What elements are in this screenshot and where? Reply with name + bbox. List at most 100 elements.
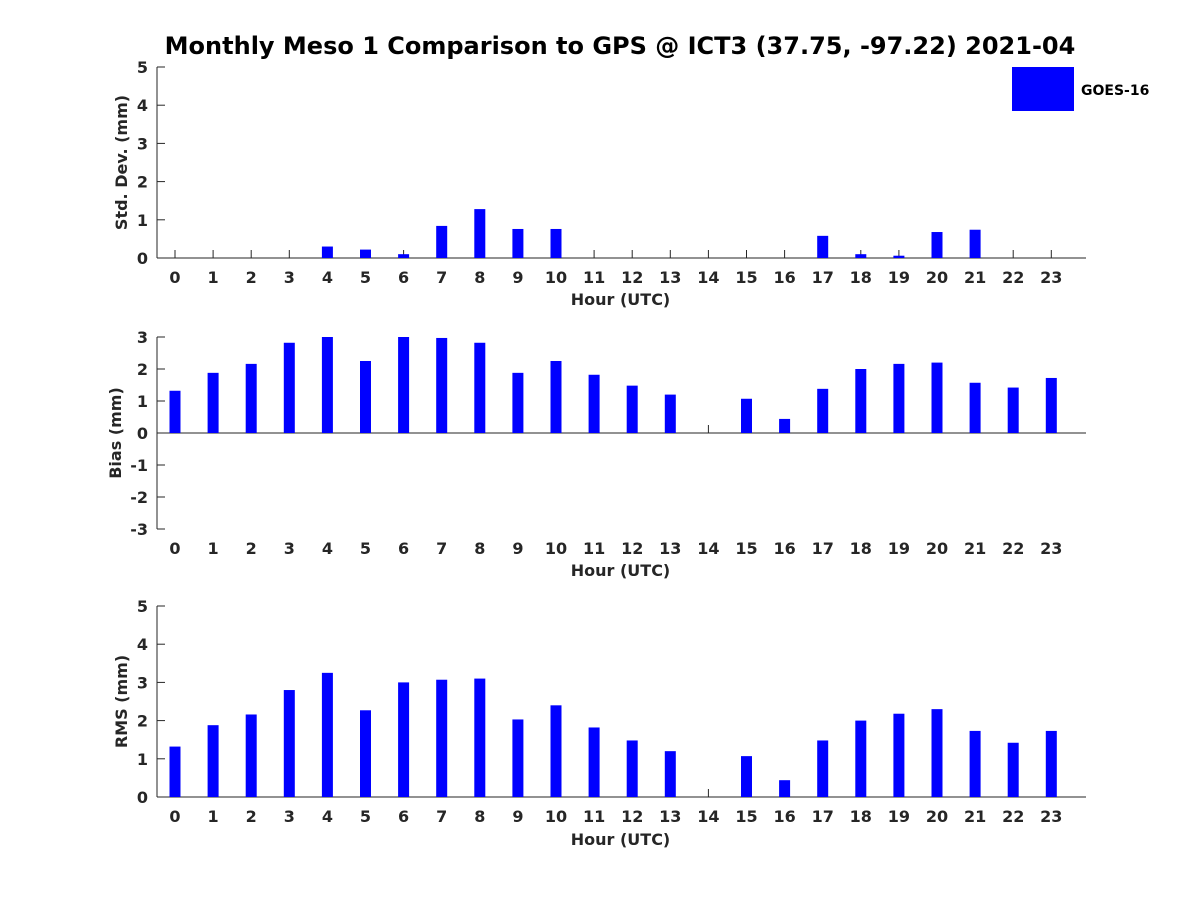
x-tick-label: 17: [812, 807, 834, 826]
y-tick-label: 3: [137, 134, 148, 153]
bar-hour-23: [1045, 730, 1057, 797]
legend: GOES-16: [1012, 67, 1149, 111]
y-tick-label: 1: [137, 392, 148, 411]
bar-hour-15: [741, 398, 752, 433]
x-tick-label: 20: [926, 807, 948, 826]
bar-hour-3: [283, 690, 295, 797]
x-tick-label: 19: [888, 268, 910, 287]
bar-hour-23: [1045, 377, 1057, 433]
x-tick-label: 1: [208, 807, 219, 826]
x-tick-label: 23: [1040, 268, 1062, 287]
y-tick-label: 5: [137, 597, 148, 616]
x-tick-label: 22: [1002, 539, 1024, 558]
x-tick-label: 11: [583, 539, 605, 558]
x-tick-label: 14: [697, 807, 719, 826]
x-tick-label: 8: [474, 268, 485, 287]
x-tick-label: 1: [208, 539, 219, 558]
x-tick-label: 21: [964, 539, 986, 558]
bar-hour-6: [398, 337, 410, 433]
x-tick-label: 7: [436, 539, 447, 558]
bar-hour-10: [550, 705, 562, 797]
bar-hour-12: [626, 740, 638, 797]
y-tick-label: 4: [137, 96, 148, 115]
bar-hour-21: [969, 730, 981, 797]
x-tick-label: 11: [583, 268, 605, 287]
bar-hour-4: [321, 246, 333, 258]
x-tick-label: 19: [888, 539, 910, 558]
bar-hour-8: [474, 678, 486, 797]
x-tick-label: 13: [659, 807, 681, 826]
x-tick-label: 4: [322, 268, 333, 287]
x-tick-label: 18: [850, 268, 872, 287]
y-tick-label: 2: [137, 712, 148, 731]
x-tick-label: 14: [697, 539, 719, 558]
bar-hour-2: [245, 714, 257, 797]
x-tick-label: 15: [735, 268, 757, 287]
bar-hour-15: [741, 756, 752, 797]
x-tick-label: 8: [474, 807, 485, 826]
y-tick-label: -2: [130, 488, 148, 507]
x-tick-label: 18: [850, 807, 872, 826]
x-tick-label: 2: [246, 268, 257, 287]
x-tick-label: 16: [773, 807, 795, 826]
bar-hour-5: [360, 710, 371, 797]
bar-hour-9: [512, 719, 524, 797]
x-tick-label: 4: [322, 807, 333, 826]
bar-hour-21: [969, 382, 981, 433]
bar-hour-12: [626, 385, 638, 433]
x-tick-label: 3: [284, 268, 295, 287]
x-tick-label: 5: [360, 539, 371, 558]
bar-hour-10: [550, 361, 562, 433]
chart-title: Monthly Meso 1 Comparison to GPS @ ICT3 …: [165, 32, 1076, 60]
x-tick-label: 18: [850, 539, 872, 558]
x-tick-label: 3: [284, 539, 295, 558]
bar-hour-1: [207, 725, 219, 797]
bar-hour-20: [931, 362, 943, 433]
x-axis-label: Hour (UTC): [571, 290, 671, 309]
bar-hour-0: [169, 746, 181, 797]
x-tick-label: 10: [545, 268, 567, 287]
bar-hour-17: [817, 388, 829, 433]
x-tick-label: 21: [964, 807, 986, 826]
x-tick-label: 23: [1040, 807, 1062, 826]
bar-hour-18: [855, 720, 867, 797]
x-tick-label: 9: [512, 268, 523, 287]
y-axis-label: Std. Dev. (mm): [112, 95, 131, 230]
bar-hour-19: [893, 363, 905, 433]
x-tick-label: 17: [812, 539, 834, 558]
bar-hour-11: [588, 727, 600, 797]
x-tick-label: 0: [169, 268, 180, 287]
x-tick-label: 14: [697, 268, 719, 287]
bar-hour-11: [588, 374, 600, 433]
x-tick-label: 6: [398, 807, 409, 826]
x-tick-label: 22: [1002, 807, 1024, 826]
bar-hour-18: [855, 254, 867, 258]
y-axis-label: Bias (mm): [106, 387, 125, 479]
x-tick-label: 12: [621, 268, 643, 287]
bar-hour-18: [855, 369, 867, 433]
y-tick-label: 4: [137, 635, 148, 654]
y-tick-label: 0: [137, 249, 148, 268]
x-tick-label: 16: [773, 268, 795, 287]
x-tick-label: 2: [246, 807, 257, 826]
bar-hour-21: [969, 229, 981, 258]
x-tick-label: 19: [888, 807, 910, 826]
bar-hour-0: [169, 390, 181, 433]
bar-hour-8: [474, 209, 486, 258]
legend-swatch: [1012, 67, 1074, 111]
x-axis-label: Hour (UTC): [571, 830, 671, 849]
x-tick-label: 22: [1002, 268, 1024, 287]
y-tick-label: -3: [130, 520, 148, 539]
x-tick-label: 12: [621, 807, 643, 826]
x-tick-label: 23: [1040, 539, 1062, 558]
x-tick-label: 7: [436, 268, 447, 287]
y-tick-label: 1: [137, 750, 148, 769]
bar-hour-13: [664, 751, 676, 797]
x-tick-label: 0: [169, 807, 180, 826]
bar-hour-9: [512, 372, 524, 433]
x-tick-label: 2: [246, 539, 257, 558]
bar-hour-17: [817, 740, 829, 797]
